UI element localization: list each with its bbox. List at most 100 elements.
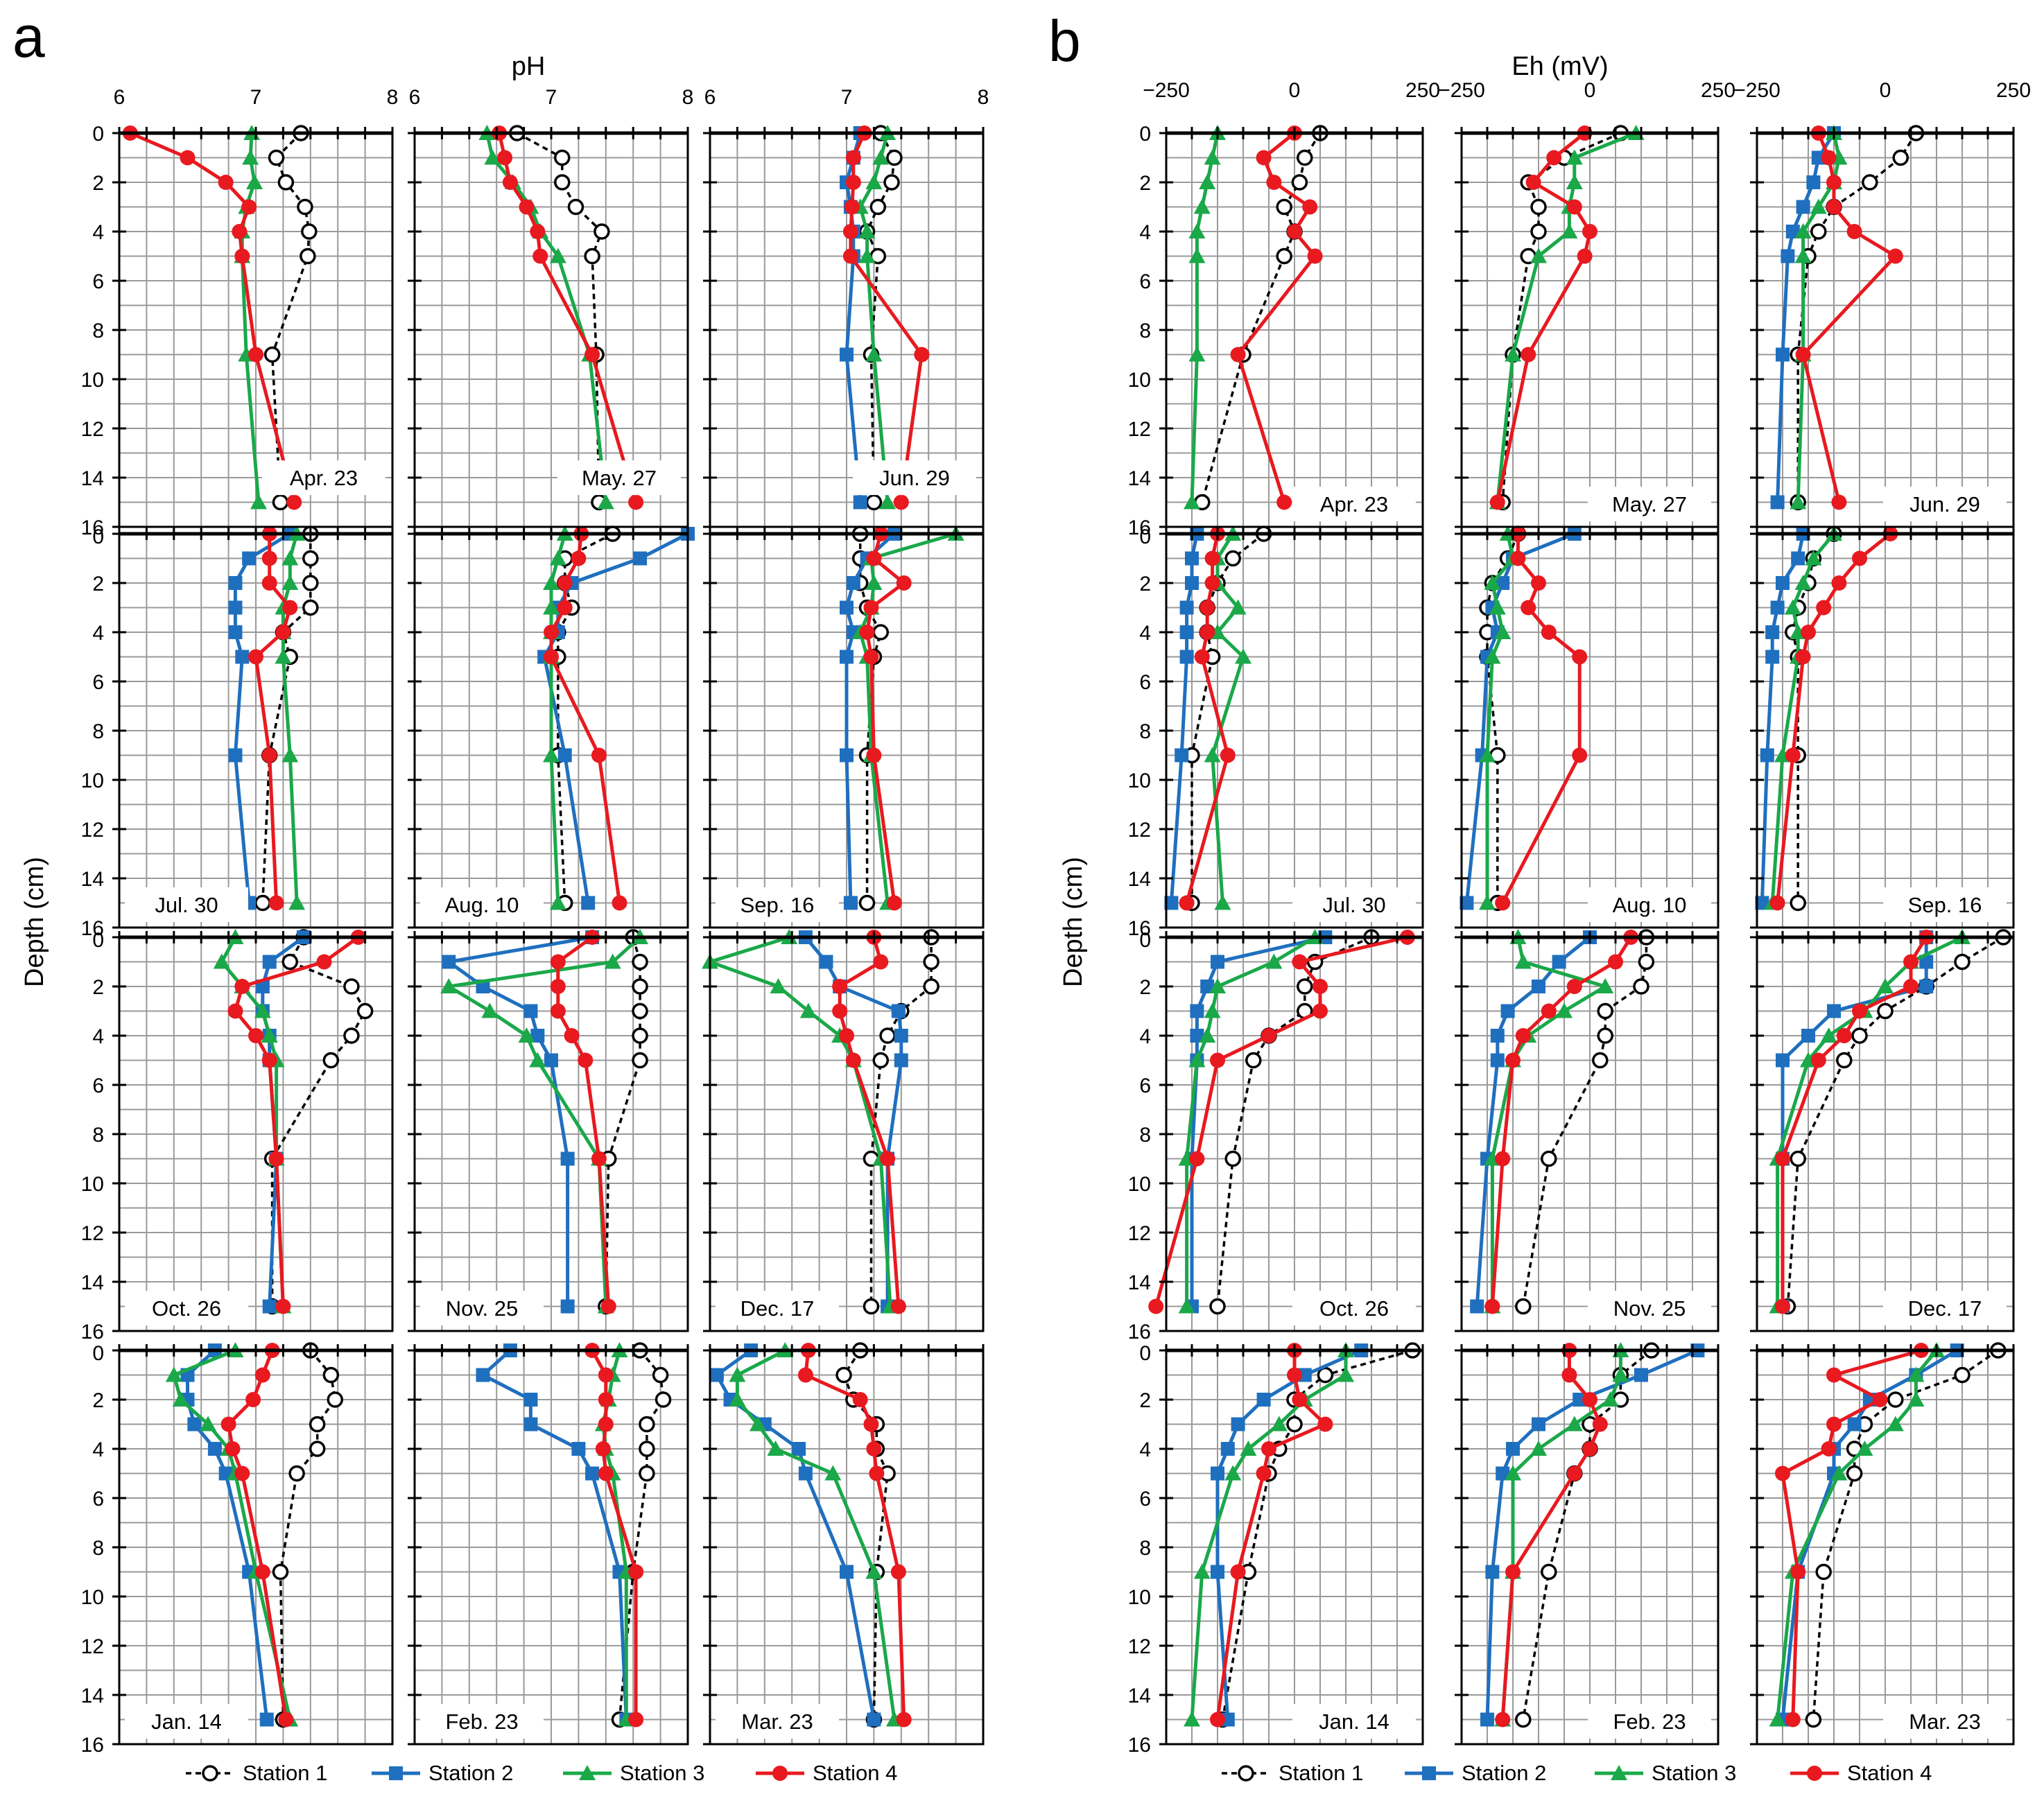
data-point-station-2 bbox=[1490, 1029, 1505, 1043]
legend-label: Station 2 bbox=[428, 1761, 513, 1785]
data-point-station-3 bbox=[1188, 1052, 1206, 1068]
data-point-station-4 bbox=[852, 1392, 868, 1407]
data-point-station-2 bbox=[228, 625, 243, 639]
data-point-station-1 bbox=[639, 1441, 655, 1457]
data-point-station-4 bbox=[1261, 1441, 1276, 1456]
data-point-station-4 bbox=[1582, 224, 1597, 239]
data-point-station-2 bbox=[476, 1368, 490, 1382]
series-line-station-1 bbox=[279, 1349, 337, 1720]
data-point-station-4 bbox=[584, 347, 600, 363]
y-tick-label: 6 bbox=[92, 1074, 104, 1097]
data-point-station-2 bbox=[1532, 980, 1545, 993]
y-tick-label: 8 bbox=[92, 720, 104, 743]
data-point-station-1 bbox=[872, 1052, 889, 1069]
data-point-station-4 bbox=[278, 1712, 294, 1728]
legend-marker bbox=[1238, 1765, 1254, 1782]
legend-label: Station 1 bbox=[243, 1761, 327, 1785]
legend-label: Station 3 bbox=[620, 1761, 704, 1785]
data-point-station-1 bbox=[1862, 174, 1878, 191]
data-point-station-4 bbox=[1795, 649, 1811, 665]
eh-panel-10-date-bg bbox=[1588, 1704, 1711, 1739]
x-tick-label: 250 bbox=[1405, 79, 1440, 102]
y-tick-label: 10 bbox=[81, 1586, 104, 1609]
data-point-station-3 bbox=[1907, 1391, 1925, 1407]
data-point-station-1 bbox=[300, 247, 316, 265]
data-point-station-4 bbox=[1831, 494, 1847, 510]
data-point-station-1 bbox=[886, 149, 903, 166]
data-point-station-4 bbox=[845, 1052, 861, 1068]
y-tick-label: 10 bbox=[1128, 769, 1151, 792]
data-point-station-1 bbox=[865, 494, 883, 511]
data-point-station-4 bbox=[1230, 1564, 1246, 1580]
data-point-station-1 bbox=[1836, 1052, 1853, 1069]
data-point-station-1 bbox=[1592, 1052, 1609, 1069]
data-point-station-4 bbox=[241, 199, 257, 215]
data-point-station-3 bbox=[172, 1391, 189, 1407]
data-point-station-1 bbox=[309, 1441, 326, 1457]
data-point-station-1 bbox=[632, 1027, 648, 1044]
data-point-station-4 bbox=[1256, 1465, 1272, 1481]
data-point-station-2 bbox=[1760, 748, 1774, 763]
data-point-station-4 bbox=[1826, 1416, 1842, 1432]
data-point-station-3 bbox=[1612, 1366, 1629, 1382]
data-point-station-3 bbox=[767, 1441, 784, 1456]
data-point-station-4 bbox=[502, 175, 518, 190]
y-tick-label: 0 bbox=[1139, 1342, 1151, 1365]
data-point-station-1 bbox=[263, 346, 281, 363]
data-point-station-3 bbox=[543, 747, 560, 763]
data-point-station-4 bbox=[1266, 175, 1282, 190]
data-point-station-2 bbox=[1552, 955, 1566, 969]
data-point-station-4 bbox=[1292, 1392, 1308, 1407]
data-point-station-2 bbox=[1490, 1053, 1505, 1068]
data-point-station-4 bbox=[1826, 175, 1842, 190]
data-point-station-1 bbox=[301, 223, 318, 240]
data-point-station-1 bbox=[1515, 1298, 1532, 1315]
data-point-station-4 bbox=[261, 747, 277, 763]
data-point-station-2 bbox=[1485, 1565, 1500, 1579]
data-point-station-3 bbox=[1505, 1465, 1521, 1481]
data-point-station-3 bbox=[1188, 247, 1206, 263]
legend: Station 1 Station 2 Station 3 Station 4 Stat… bbox=[186, 1761, 1932, 1785]
series-line-station-2 bbox=[481, 1349, 628, 1720]
ph-panel-11-date-bg bbox=[716, 1704, 839, 1739]
data-point-station-2 bbox=[442, 955, 456, 969]
data-point-station-4 bbox=[1148, 1298, 1164, 1314]
data-point-station-4 bbox=[1204, 550, 1220, 566]
data-point-station-3 bbox=[1204, 1002, 1221, 1018]
x-tick-label: 6 bbox=[704, 86, 716, 109]
data-point-station-3 bbox=[1184, 1711, 1200, 1727]
data-point-station-2 bbox=[1190, 1029, 1204, 1043]
data-point-station-2 bbox=[840, 347, 854, 362]
data-point-station-4 bbox=[869, 1465, 885, 1481]
panel-date-label: Oct. 26 bbox=[152, 1296, 221, 1321]
data-point-station-1 bbox=[1846, 1465, 1863, 1482]
data-point-station-1 bbox=[277, 174, 295, 191]
data-point-station-3 bbox=[1209, 978, 1226, 993]
data-point-station-4 bbox=[890, 1564, 906, 1580]
data-point-station-3 bbox=[1199, 174, 1216, 189]
data-point-station-4 bbox=[1199, 625, 1215, 640]
data-point-station-4 bbox=[1313, 979, 1328, 994]
ph-panel-3-date-bg bbox=[125, 887, 248, 922]
data-point-station-1 bbox=[356, 1002, 374, 1020]
y-tick-label: 0 bbox=[92, 929, 104, 952]
x-tick-label: 6 bbox=[114, 86, 125, 109]
data-point-station-3 bbox=[1810, 198, 1827, 214]
legend-marker bbox=[1422, 1766, 1436, 1780]
y-tick-label: 4 bbox=[1139, 622, 1151, 645]
data-point-station-3 bbox=[242, 149, 259, 165]
data-point-station-2 bbox=[1175, 748, 1189, 763]
ph-panel-8-date-bg bbox=[716, 1291, 839, 1325]
data-point-station-2 bbox=[228, 600, 243, 615]
data-point-station-1 bbox=[554, 174, 571, 191]
data-point-station-4 bbox=[914, 347, 930, 363]
data-point-station-2 bbox=[1919, 955, 1934, 969]
data-point-station-4 bbox=[1287, 224, 1302, 239]
frame-layer: Apr. 23 May. 27 Jun. 29 Jul. 30 Aug. 10 Sep. … bbox=[112, 127, 2015, 1746]
panel-label-b: b bbox=[1048, 8, 1081, 73]
data-point-station-2 bbox=[228, 576, 243, 590]
data-point-station-4 bbox=[1572, 747, 1588, 763]
data-point-station-2 bbox=[1765, 625, 1780, 639]
data-point-station-4 bbox=[1769, 895, 1785, 911]
data-point-station-2 bbox=[1185, 551, 1199, 566]
